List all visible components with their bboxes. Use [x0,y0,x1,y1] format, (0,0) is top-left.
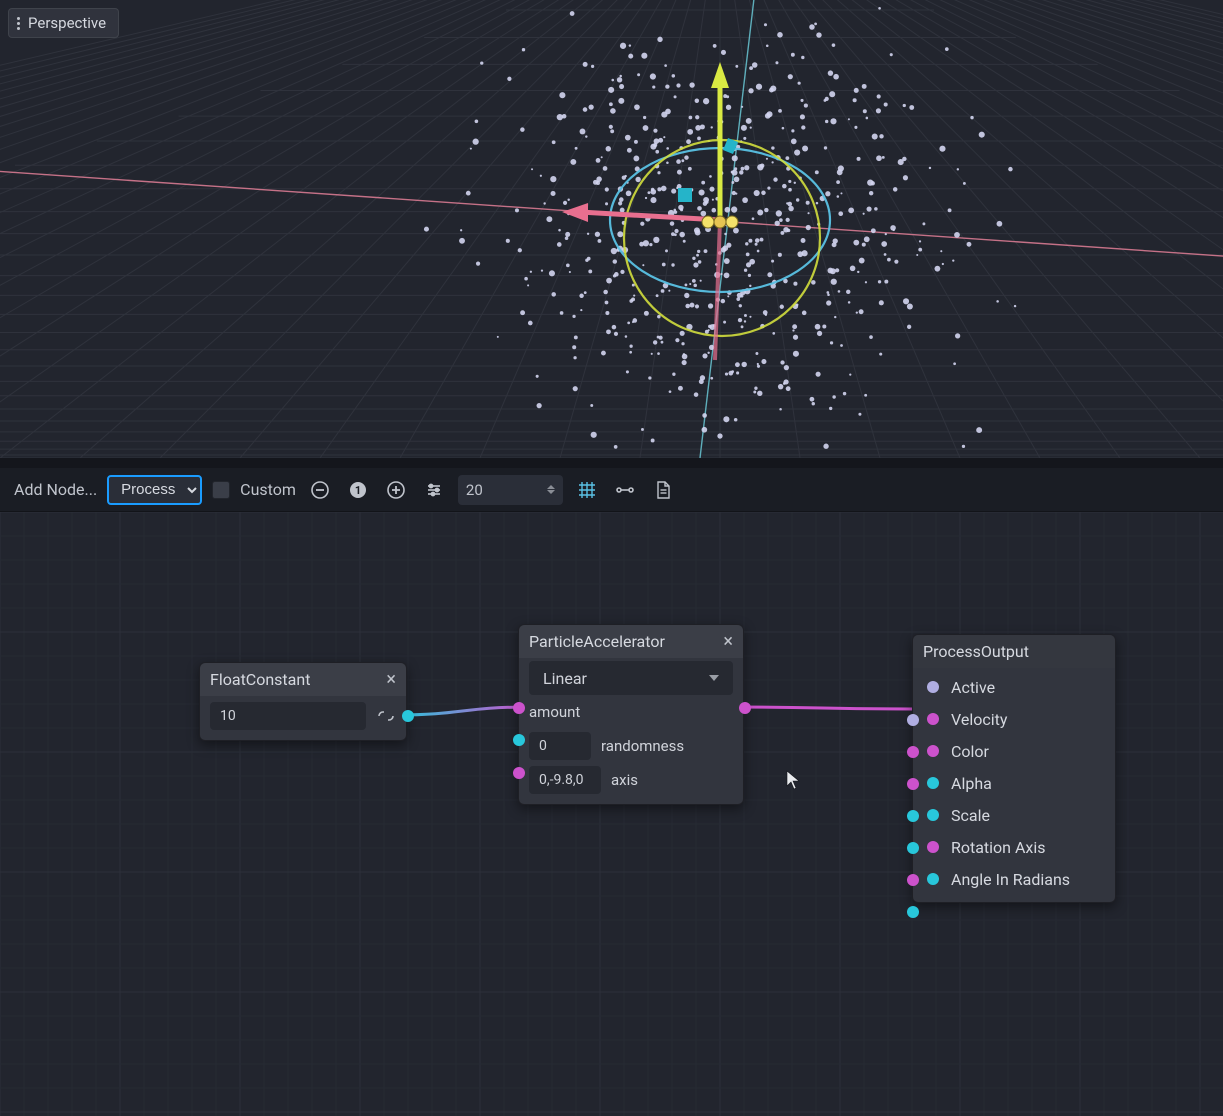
tune-icon[interactable] [420,476,448,504]
output-item[interactable]: Rotation Axis [927,834,1101,860]
value-field[interactable]: 10 [210,702,366,730]
close-icon[interactable]: × [723,633,733,651]
node-editor-toolbar: Add Node... Process Custom 1 20 [0,468,1223,512]
port[interactable] [907,714,919,726]
port[interactable] [739,702,751,714]
port[interactable] [907,810,919,822]
node-graph-panel[interactable]: FloatConstant × 10 ParticleAccelerator ×… [0,512,1223,1116]
zoom-reset-icon[interactable]: 1 [344,476,372,504]
add-node-button[interactable]: Add Node... [14,480,97,499]
node-header[interactable]: FloatConstant × [200,663,406,696]
output-item[interactable]: Alpha [927,770,1101,796]
output-label: Scale [951,806,990,825]
port[interactable] [907,746,919,758]
custom-label: Custom [240,480,296,499]
port[interactable] [513,702,525,714]
viewport-3d[interactable]: Perspective [0,0,1223,458]
custom-checkbox[interactable] [212,481,230,499]
zoom-in-icon[interactable] [382,476,410,504]
node-process-output[interactable]: ProcessOutput Active Velocity Color Alpha Sc… [912,634,1116,903]
output-label: Color [951,742,989,761]
node-header[interactable]: ParticleAccelerator × [519,625,743,658]
zoom-value: 20 [466,481,483,499]
file-icon[interactable] [649,476,677,504]
output-label: Velocity [951,710,1007,729]
zoom-value-stepper[interactable]: 20 [458,475,563,505]
viewport-canvas [0,0,1223,458]
stepper-arrows-icon[interactable] [547,485,555,494]
output-label: Rotation Axis [951,838,1046,857]
port[interactable] [927,809,939,821]
output-item[interactable]: Active [927,674,1101,700]
node-title: FloatConstant [210,670,310,689]
output-label: Active [951,678,995,697]
close-icon[interactable]: × [386,671,396,689]
port[interactable] [927,873,939,885]
port[interactable] [927,841,939,853]
output-label: Alpha [951,774,992,793]
port[interactable] [513,734,525,746]
camera-mode-label: Perspective [28,14,106,32]
port-label: randomness [601,737,684,755]
output-item[interactable]: Velocity [927,706,1101,732]
output-item[interactable]: Color [927,738,1101,764]
port[interactable] [927,777,939,789]
node-header[interactable]: ProcessOutput [913,635,1115,668]
mode-select[interactable]: Linear [529,661,733,695]
camera-mode-button[interactable]: Perspective [8,8,119,38]
snap-grid-icon[interactable] [573,476,601,504]
port[interactable] [402,710,414,722]
port[interactable] [907,906,919,918]
snap-connect-icon[interactable] [611,476,639,504]
port[interactable] [907,874,919,886]
node-title: ProcessOutput [923,642,1029,661]
node-title: ParticleAccelerator [529,632,665,651]
port-label: axis [611,771,638,789]
output-item[interactable]: Angle In Radians [927,866,1101,892]
randomness-field[interactable]: 0 [529,732,591,760]
port[interactable] [907,842,919,854]
output-item[interactable]: Scale [927,802,1101,828]
chevron-down-icon [709,675,719,681]
port[interactable] [513,767,525,779]
port[interactable] [907,778,919,790]
port[interactable] [927,713,939,725]
port[interactable] [927,745,939,757]
node-float-constant[interactable]: FloatConstant × 10 [199,662,407,741]
output-label: Angle In Radians [951,870,1070,889]
svg-text:1: 1 [355,484,361,497]
panel-divider[interactable] [0,458,1223,468]
link-icon[interactable] [376,709,396,723]
axis-field[interactable]: 0,-9.8,0 [529,766,601,794]
port[interactable] [927,681,939,693]
zoom-out-icon[interactable] [306,476,334,504]
mode-select[interactable]: Process [107,475,202,505]
drag-dots-icon [17,17,20,30]
node-particle-accelerator[interactable]: ParticleAccelerator × Linear amount 0 ra… [518,624,744,805]
port-label: amount [529,703,580,721]
